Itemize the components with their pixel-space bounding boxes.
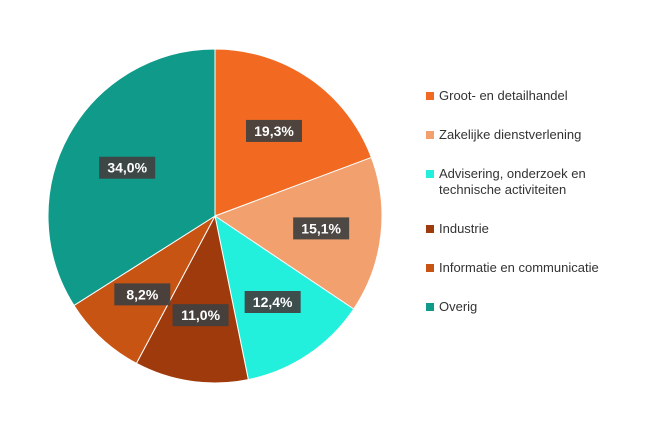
legend-swatch xyxy=(426,131,434,139)
legend-label: Overig xyxy=(439,299,478,314)
data-label-background xyxy=(99,156,156,179)
legend-label: Industrie xyxy=(439,221,489,236)
legend-swatch xyxy=(426,264,434,272)
legend-swatch xyxy=(426,225,434,233)
legend-item-informatie-en-communicatie: Informatie en communicatie xyxy=(426,260,651,276)
legend-item-industrie: Industrie xyxy=(426,221,651,237)
data-label-background xyxy=(244,290,301,313)
data-label-text: 8,2% xyxy=(126,286,158,302)
data-label-zakelijke-dienstverlening: 15,1% xyxy=(293,217,350,240)
data-label-groot-en-detailhandel: 19,3% xyxy=(246,119,303,142)
data-label-text: 19,3% xyxy=(254,123,294,139)
data-label-text: 15,1% xyxy=(301,220,341,236)
legend-label: Zakelijke dienstverlening xyxy=(439,127,582,142)
data-label-text: 34,0% xyxy=(107,160,147,176)
legend: Groot- en detailhandel Zakelijke dienstve… xyxy=(426,88,651,338)
legend-label: Advisering, onderzoek en technische acti… xyxy=(439,166,586,197)
data-label-informatie-en-communicatie: 8,2% xyxy=(114,283,171,306)
data-label-background xyxy=(293,217,350,240)
legend-label: Groot- en detailhandel xyxy=(439,88,568,103)
legend-item-advisering-onderzoek-en-technische-activiteiten: Advisering, onderzoek en technische acti… xyxy=(426,166,651,198)
data-label-background xyxy=(172,304,229,327)
legend-label: Informatie en communicatie xyxy=(439,260,599,275)
pie-slice-industrie xyxy=(135,214,249,384)
legend-swatch xyxy=(426,303,434,311)
data-label-overig: 34,0% xyxy=(99,156,156,179)
legend-item-groot-en-detailhandel: Groot- en detailhandel xyxy=(426,88,651,104)
data-label-text: 12,4% xyxy=(253,294,293,310)
data-label-industrie: 11,0% xyxy=(172,304,229,327)
legend-item-zakelijke-dienstverlening: Zakelijke dienstverlening xyxy=(426,127,651,143)
data-label-background xyxy=(114,283,171,306)
legend-item-overig: Overig xyxy=(426,299,651,315)
pie-chart: 19,3% 15,1% 12,4% 11,0% 8,2% 34,0% xyxy=(47,48,383,384)
legend-swatch xyxy=(426,170,434,178)
data-label-advisering-onderzoek-en-technische-activiteiten: 12,4% xyxy=(244,290,301,313)
data-label-background xyxy=(246,119,303,142)
legend-swatch xyxy=(426,92,434,100)
pie-chart-svg: 19,3% 15,1% 12,4% 11,0% 8,2% 34,0% xyxy=(47,48,383,384)
data-label-text: 11,0% xyxy=(181,307,220,323)
